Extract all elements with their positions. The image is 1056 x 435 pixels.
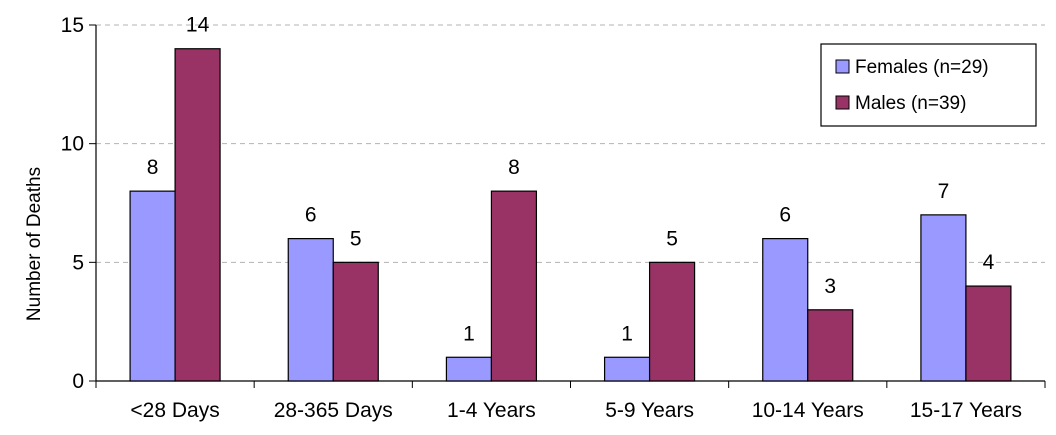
legend-swatch <box>836 60 849 73</box>
legend-swatch <box>836 96 849 109</box>
x-category-label: 28-365 Days <box>274 399 393 422</box>
category-labels: <28 Days 28-365 Days 1-4 Years 5-9 Years 10-… <box>130 399 1022 422</box>
y-tick-label: 10 <box>61 133 84 156</box>
y-axis-label: Number of Deaths <box>24 167 45 321</box>
bar-males <box>650 262 695 381</box>
x-category-label: 5-9 Years <box>605 399 694 422</box>
x-category-label: 15-17 Years <box>910 399 1022 422</box>
bar-males <box>333 262 378 381</box>
data-label: 1 <box>463 322 475 345</box>
x-category-label: 10-14 Years <box>752 399 864 422</box>
y-tick-label: 15 <box>61 14 84 37</box>
data-label: 5 <box>350 227 362 250</box>
data-label: 6 <box>305 204 317 227</box>
legend-label: Males (n=39) <box>855 93 966 114</box>
bar-females <box>288 239 333 381</box>
bar-females <box>921 215 966 381</box>
data-label: 4 <box>983 251 995 274</box>
bar-females <box>446 357 491 381</box>
bar-males <box>175 49 220 381</box>
bar-males <box>966 286 1011 381</box>
x-category-label: <28 Days <box>130 399 219 422</box>
bar-females <box>130 191 175 381</box>
y-tick-label: 5 <box>72 251 84 274</box>
data-label: 5 <box>666 227 678 250</box>
data-label: 3 <box>824 275 836 298</box>
bar-females <box>763 239 808 381</box>
data-label: 6 <box>779 204 791 227</box>
legend: Females (n=29) Males (n=39) <box>821 44 1036 126</box>
data-label: 1 <box>621 322 633 345</box>
data-label: 8 <box>147 156 159 179</box>
bar-females <box>605 357 650 381</box>
legend-label: Females (n=29) <box>855 57 989 78</box>
data-label: 7 <box>938 180 950 203</box>
data-label: 8 <box>508 156 520 179</box>
data-label: 14 <box>186 14 210 37</box>
bar-males <box>808 310 853 381</box>
y-tick-label: 0 <box>72 370 84 393</box>
bar-males <box>491 191 536 381</box>
x-category-label: 1-4 Years <box>447 399 536 422</box>
